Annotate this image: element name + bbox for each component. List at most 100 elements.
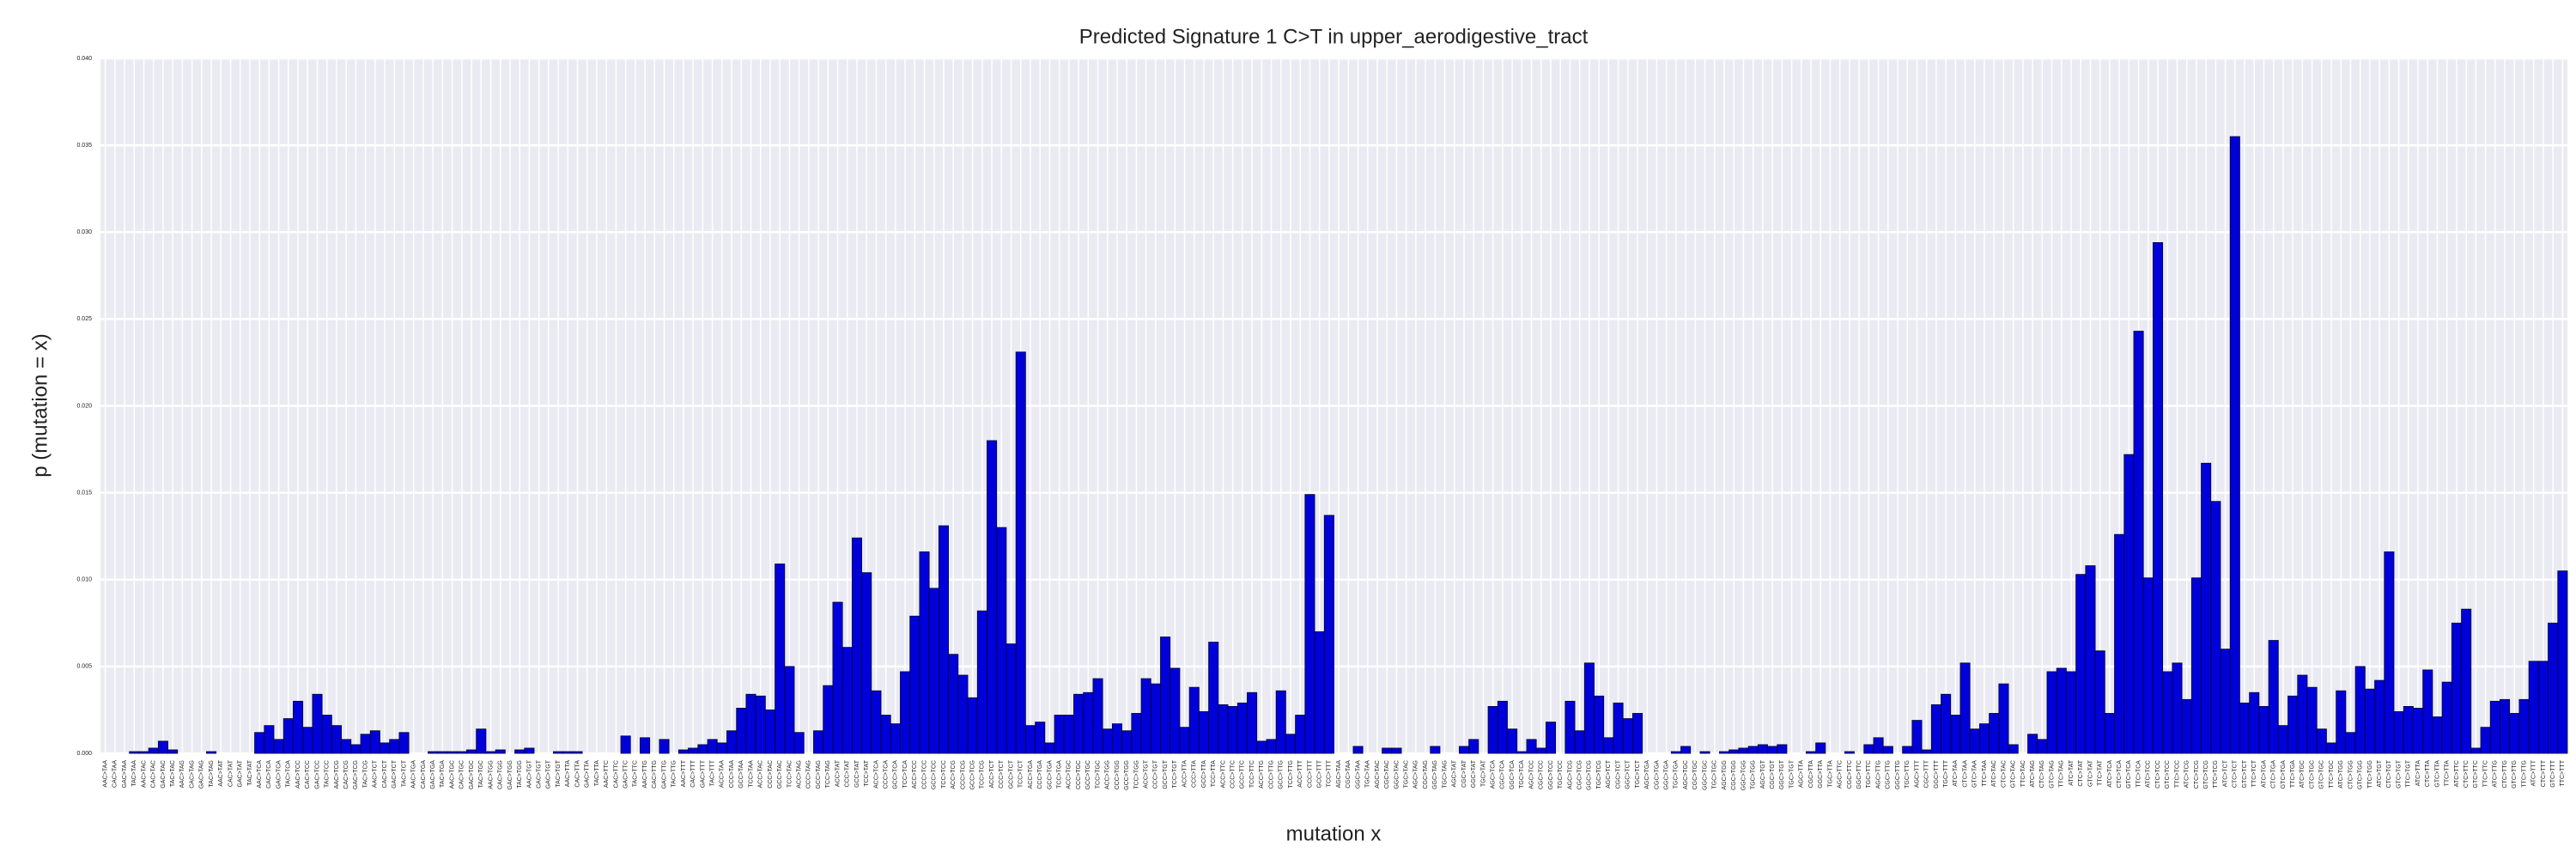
x-tick-label: AAC>TAT: [218, 759, 224, 786]
x-tick-label: GGC>TTT: [1934, 759, 1940, 789]
x-tick-label: CAC>TGC: [459, 760, 465, 789]
x-tick-label: GCC>TGA: [1047, 760, 1053, 789]
bar: [2133, 331, 2144, 754]
bar: [1005, 643, 1017, 754]
x-tick-label: GGC>TTC: [1856, 760, 1862, 789]
x-tick-label: CTC>TCG: [2194, 760, 2200, 789]
x-tick-label: AAC>TGC: [449, 760, 455, 789]
x-tick-label: CTC>TAG: [2039, 760, 2045, 788]
x-tick-label: CCC>TGC: [1076, 760, 1082, 789]
bar: [1777, 744, 1788, 754]
bar: [987, 440, 998, 754]
bar: [398, 732, 410, 754]
bar: [2326, 742, 2337, 754]
x-tick-label: GGC>TTA: [1818, 760, 1824, 789]
x-tick-label: ATC>TAA: [1953, 760, 1959, 787]
bar: [369, 730, 380, 754]
x-tick-label: GTC>TTC: [2473, 760, 2479, 788]
x-tick-label: ATC>TGA: [2261, 760, 2267, 788]
bar: [1613, 702, 1624, 754]
bar: [688, 747, 699, 754]
x-tick-label: CAC>TCT: [382, 759, 388, 788]
bar: [957, 674, 969, 754]
bar: [677, 749, 689, 754]
x-tick-label: GAC>TCC: [314, 760, 320, 789]
x-tick-label: GCC>TTG: [1279, 760, 1285, 789]
x-tick-label: TCC>TAA: [748, 760, 754, 788]
x-tick-label: TCC>TGG: [1133, 760, 1139, 789]
bar: [1902, 746, 1913, 754]
x-tick-label: CGC>TTC: [1847, 760, 1853, 789]
bar: [562, 751, 574, 754]
x-tick-label: TGC>TGC: [1712, 760, 1718, 789]
bar: [2220, 649, 2231, 754]
x-tick-label: ACC>TGG: [1105, 760, 1111, 789]
x-tick-label: GGC>TCA: [1510, 760, 1516, 789]
bar: [2153, 241, 2164, 754]
bar: [1882, 746, 1893, 754]
x-tick-label: CTC>TCC: [2155, 760, 2161, 789]
bar: [466, 749, 477, 754]
x-tick-label: CGC>TAG: [1423, 760, 1429, 789]
bar: [2557, 570, 2568, 754]
bar: [302, 727, 313, 754]
bar: [861, 572, 872, 754]
bar: [764, 710, 775, 754]
bar: [1266, 739, 1277, 754]
bar: [1102, 728, 1113, 754]
x-tick-label: TTC>TAA: [1982, 760, 1988, 787]
x-tick-label: CAC>TTT: [690, 759, 696, 787]
bar: [1535, 747, 1546, 754]
x-tick-label: AAC>TTC: [604, 760, 610, 788]
bar: [1545, 722, 1557, 754]
bar: [1622, 718, 1633, 754]
bar: [1458, 746, 1470, 754]
bar: [1487, 705, 1498, 754]
x-tick-label: GCC>TTT: [1317, 759, 1323, 788]
x-tick-label: AAC>TGA: [411, 760, 417, 789]
bar: [1218, 704, 1229, 754]
x-tick-label: GCC>TCT: [1008, 759, 1014, 789]
bar: [890, 723, 901, 754]
bar: [707, 739, 718, 754]
x-tick-label: TTC>TTG: [2521, 760, 2527, 788]
x-tick-label: CGC>TCT: [1615, 759, 1621, 789]
x-tick-label: CTC>TTC: [2464, 760, 2470, 788]
x-tick-label: ATC>TTA: [2415, 760, 2421, 787]
x-tick-label: AGC>TTC: [1838, 760, 1844, 789]
x-tick-label: TGC>TGA: [1674, 760, 1680, 789]
bar: [1941, 693, 1952, 754]
x-tick-label: GAC>TGC: [469, 760, 475, 789]
x-tick-label: GCC>TAT: [854, 759, 860, 788]
bar: [1594, 695, 1605, 754]
x-tick-label: GTC>TCA: [2126, 760, 2132, 789]
bar: [1227, 705, 1238, 754]
x-tick-label: GCC>TCC: [932, 760, 938, 789]
bar: [350, 744, 361, 754]
x-tick-label: ACC>TCC: [912, 760, 918, 789]
bar: [1150, 683, 1161, 754]
bar: [1083, 691, 1094, 754]
x-tick-label: ATC>TGT: [2377, 759, 2383, 787]
bar: [1747, 746, 1759, 754]
bar: [264, 725, 275, 754]
bar: [283, 718, 294, 754]
x-tick-label: TGC>TCC: [1558, 760, 1564, 789]
bar: [148, 747, 159, 754]
bar: [1140, 678, 1151, 754]
x-tick-label: TGC>TCT: [1635, 759, 1641, 788]
x-tick-label: CCC>TTA: [1192, 760, 1198, 788]
y-tick-label: 0.015: [76, 490, 92, 496]
bar: [1111, 723, 1123, 754]
bar: [851, 537, 862, 754]
bar: [389, 739, 400, 754]
bar: [2085, 565, 2096, 754]
bar: [2509, 713, 2520, 754]
bar: [919, 551, 930, 754]
bar: [2239, 702, 2251, 754]
bar: [206, 751, 217, 754]
x-tick-label: AGC>TAT: [1452, 759, 1458, 787]
bar: [2489, 700, 2500, 754]
bar: [2384, 551, 2395, 754]
